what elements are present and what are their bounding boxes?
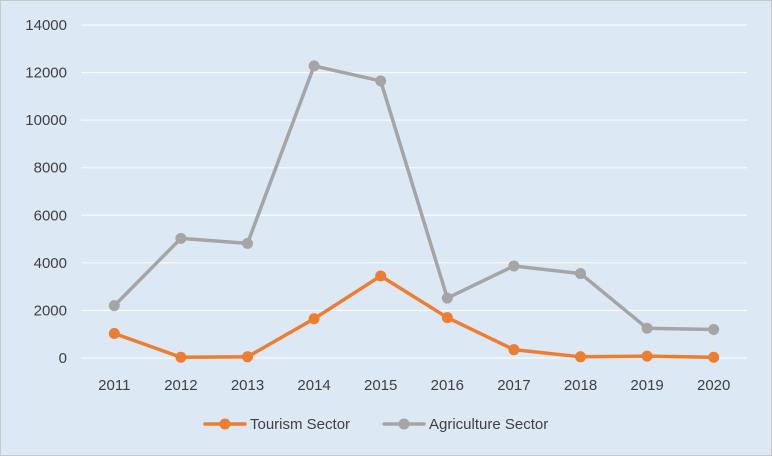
x-tick-label: 2014 (297, 377, 330, 394)
series-lines (108, 60, 720, 363)
gridlines (81, 24, 747, 359)
y-tick-label: 6000 (34, 207, 67, 224)
legend-swatch-marker (398, 418, 410, 430)
data-point (708, 351, 720, 363)
series-line (112, 64, 716, 332)
data-point (108, 328, 120, 340)
x-tick-label: 2020 (697, 377, 730, 394)
y-tick-label: 14000 (25, 17, 67, 34)
legend-label: Agriculture Sector (429, 416, 548, 433)
legend-label: Tourism Sector (250, 416, 350, 433)
x-tick-label: 2013 (231, 377, 264, 394)
data-point (575, 351, 586, 363)
legend-swatch-marker (219, 418, 231, 430)
y-tick-label: 2000 (34, 302, 67, 319)
series-line (112, 274, 716, 360)
data-point (375, 75, 387, 87)
legend: Tourism Sector Agriculture Sector (203, 416, 548, 433)
data-point (575, 268, 586, 280)
data-point (375, 270, 387, 282)
data-point (641, 350, 653, 362)
data-point (308, 313, 320, 325)
y-tick-label: 4000 (34, 255, 67, 272)
x-axis-tick-labels: 2011 2012 2013 2014 2015 2016 2017 2018 2019 2020 (98, 377, 730, 394)
data-point (308, 60, 320, 72)
x-tick-label: 2012 (164, 377, 197, 394)
data-point (508, 260, 520, 272)
x-tick-label: 2011 (98, 377, 130, 394)
y-tick-label: 8000 (34, 160, 67, 177)
data-point (508, 344, 520, 356)
series-tourism-sector (108, 270, 720, 363)
data-point (175, 351, 187, 363)
x-tick-label: 2018 (564, 377, 597, 394)
legend-item: Agriculture Sector (382, 416, 548, 433)
y-tick-label: 10000 (25, 112, 67, 129)
data-point (641, 322, 653, 334)
x-tick-label: 2019 (630, 377, 663, 394)
y-tick-label: 0 (59, 350, 67, 367)
data-point (242, 351, 253, 363)
y-axis-tick-labels: 0 2000 4000 6000 8000 10000 12000 14000 (25, 17, 67, 367)
legend-item: Tourism Sector (203, 416, 350, 433)
data-point (441, 312, 453, 324)
data-point (242, 237, 253, 249)
data-point (441, 292, 453, 304)
data-point (108, 300, 120, 312)
series-agriculture-sector (108, 60, 720, 335)
data-point (708, 323, 720, 335)
y-tick-label: 12000 (25, 65, 67, 82)
x-tick-label: 2015 (364, 377, 397, 394)
data-point (175, 232, 187, 244)
x-tick-label: 2016 (431, 377, 464, 394)
x-tick-label: 2017 (497, 377, 530, 394)
